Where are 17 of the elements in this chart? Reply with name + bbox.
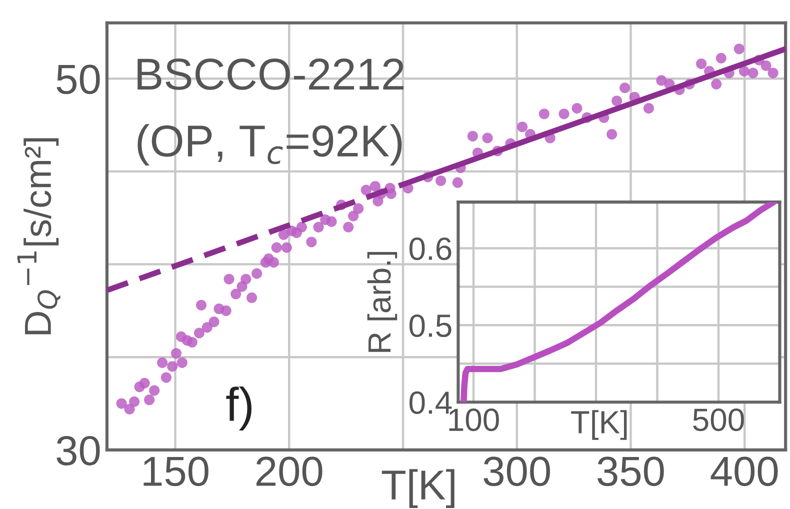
x-axis-title: T[K]	[382, 469, 454, 508]
x-tick-label: 150	[144, 456, 208, 486]
y-axis-title: D$_{Q}$$^{−1}$[s/cm²]	[17, 138, 60, 334]
y-axis-title: R [arb.]	[367, 252, 398, 352]
annotation: (OP, T$_{c}$=92K)	[138, 124, 402, 166]
x-tick-label: 350	[598, 456, 664, 486]
x-tick-label: 400	[710, 456, 778, 486]
x-tick-label: 200	[256, 456, 322, 486]
annotation: f)	[226, 386, 252, 431]
x-tick-label: 500	[693, 408, 744, 432]
x-tick-label: 300	[484, 456, 550, 486]
annotation: BSCCO-2212	[138, 58, 404, 90]
y-tick-label: 0.5	[409, 314, 452, 338]
y-tick-label: 0.6	[409, 238, 452, 260]
y-tick-label: 30	[56, 436, 100, 466]
y-tick-label: 50	[56, 64, 100, 94]
x-axis-title: T[K]	[571, 410, 627, 440]
